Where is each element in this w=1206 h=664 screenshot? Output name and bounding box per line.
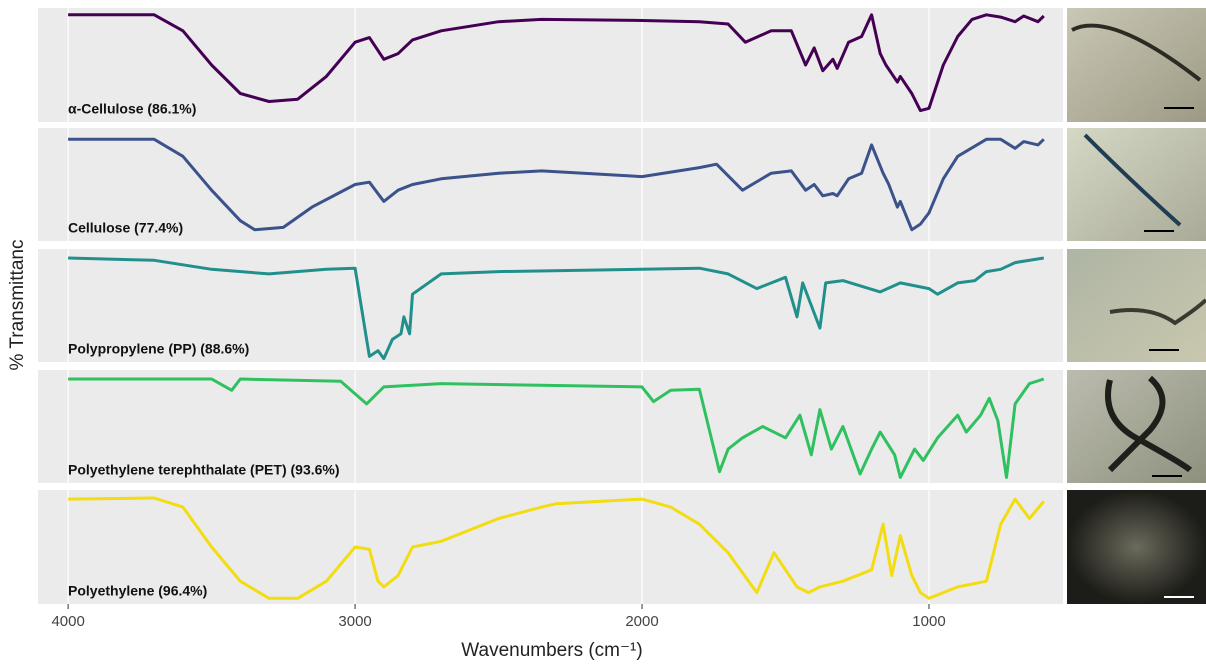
x-tick-label: 4000 <box>51 613 84 630</box>
photo <box>1067 490 1206 604</box>
panel: Polyethylene (96.4%) <box>38 490 1063 604</box>
photos <box>1067 8 1206 604</box>
figure: % Transmittanc Wavenumbers (cm⁻¹) α-Cell… <box>0 0 1206 664</box>
series-label: α-Cellulose (86.1%) <box>68 101 196 117</box>
photo <box>1067 249 1206 362</box>
panel: Polyethylene terephthalate (PET) (93.6%) <box>38 370 1063 483</box>
panel: Cellulose (77.4%) <box>38 128 1063 241</box>
panel: α-Cellulose (86.1%) <box>38 8 1063 122</box>
x-tick-label: 3000 <box>338 613 371 630</box>
series-label: Polyethylene (96.4%) <box>68 583 207 599</box>
series-label: Cellulose (77.4%) <box>68 220 183 236</box>
x-tick-label: 2000 <box>625 613 658 630</box>
y-axis-label: % Transmittanc <box>7 240 28 371</box>
x-tick-label: 1000 <box>912 613 945 630</box>
series-label: Polypropylene (PP) (88.6%) <box>68 341 249 357</box>
panel: Polypropylene (PP) (88.6%) <box>38 249 1063 362</box>
series-label: Polyethylene terephthalate (PET) (93.6%) <box>68 462 340 478</box>
x-axis-label: Wavenumbers (cm⁻¹) <box>461 640 642 661</box>
